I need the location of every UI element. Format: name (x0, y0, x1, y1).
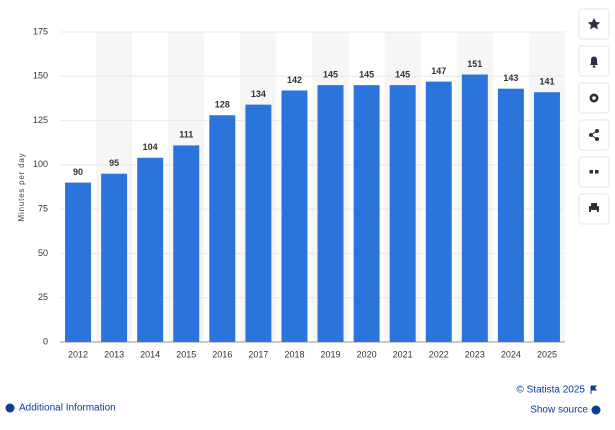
x-tick-label: 2020 (357, 349, 377, 359)
value-label: 90 (73, 167, 83, 177)
bar (425, 81, 452, 342)
value-label: 145 (395, 70, 410, 80)
value-label: 143 (503, 73, 518, 83)
x-tick-label: 2013 (104, 349, 124, 359)
bar (101, 173, 128, 342)
value-label: 95 (109, 158, 119, 168)
x-tick-label: 2018 (284, 349, 304, 359)
bar (209, 115, 236, 342)
x-tick-label: 2014 (140, 349, 160, 359)
info-icon (5, 403, 15, 413)
value-label: 145 (359, 70, 374, 80)
favorite-button[interactable] (578, 8, 610, 40)
bar (533, 92, 560, 342)
bar (245, 104, 272, 342)
x-tick-label: 2024 (501, 349, 521, 359)
y-tick-label: 100 (33, 159, 48, 169)
notification-button[interactable] (578, 45, 610, 77)
show-source-link[interactable]: Show source (530, 405, 588, 416)
x-tick-label: 2019 (321, 349, 341, 359)
y-tick-label: 25 (38, 292, 48, 302)
x-tick-label: 2021 (393, 349, 413, 359)
print-button[interactable] (578, 193, 610, 225)
y-tick-label: 0 (43, 336, 48, 346)
bar (173, 145, 200, 342)
additional-info-link[interactable]: Additional Information (19, 403, 116, 414)
plot-area: 0 25 50 75 100 125 150 175 2012 90 2013 95 2014 104 20… (33, 26, 565, 359)
bar (497, 88, 524, 342)
y-tick-label: 50 (38, 248, 48, 258)
settings-button[interactable] (578, 82, 610, 114)
x-tick-label: 2023 (465, 349, 485, 359)
cite-button[interactable] (578, 156, 610, 188)
y-tick-label: 175 (33, 26, 48, 36)
value-label: 151 (467, 59, 482, 69)
x-tick-label: 2015 (176, 349, 196, 359)
x-tick-label: 2012 (68, 349, 88, 359)
bar (353, 85, 380, 343)
bar (389, 85, 416, 343)
value-label: 111 (179, 130, 193, 140)
x-tick-label: 2025 (537, 349, 557, 359)
bar (317, 85, 344, 343)
y-axis-label: Minutes per day (17, 153, 26, 222)
value-label: 128 (215, 100, 230, 110)
value-label: 134 (251, 89, 266, 99)
value-label: 141 (539, 77, 554, 87)
bar (65, 182, 92, 342)
share-button[interactable] (578, 119, 610, 151)
x-tick-label: 2016 (212, 349, 232, 359)
y-tick-label: 125 (33, 115, 48, 125)
bar (281, 90, 308, 342)
sidebar (578, 8, 610, 225)
bar (137, 157, 164, 342)
x-tick-label: 2022 (429, 349, 449, 359)
value-label: 147 (431, 66, 446, 76)
flag-icon (590, 385, 597, 394)
y-tick-label: 150 (33, 71, 48, 81)
bar (461, 74, 488, 342)
value-label: 145 (323, 70, 338, 80)
value-label: 104 (143, 142, 158, 152)
info-icon (591, 405, 601, 415)
value-label: 142 (287, 75, 302, 85)
y-tick-label: 75 (38, 204, 48, 214)
copyright-link[interactable]: © Statista 2025 (516, 385, 585, 396)
x-tick-label: 2017 (248, 349, 268, 359)
